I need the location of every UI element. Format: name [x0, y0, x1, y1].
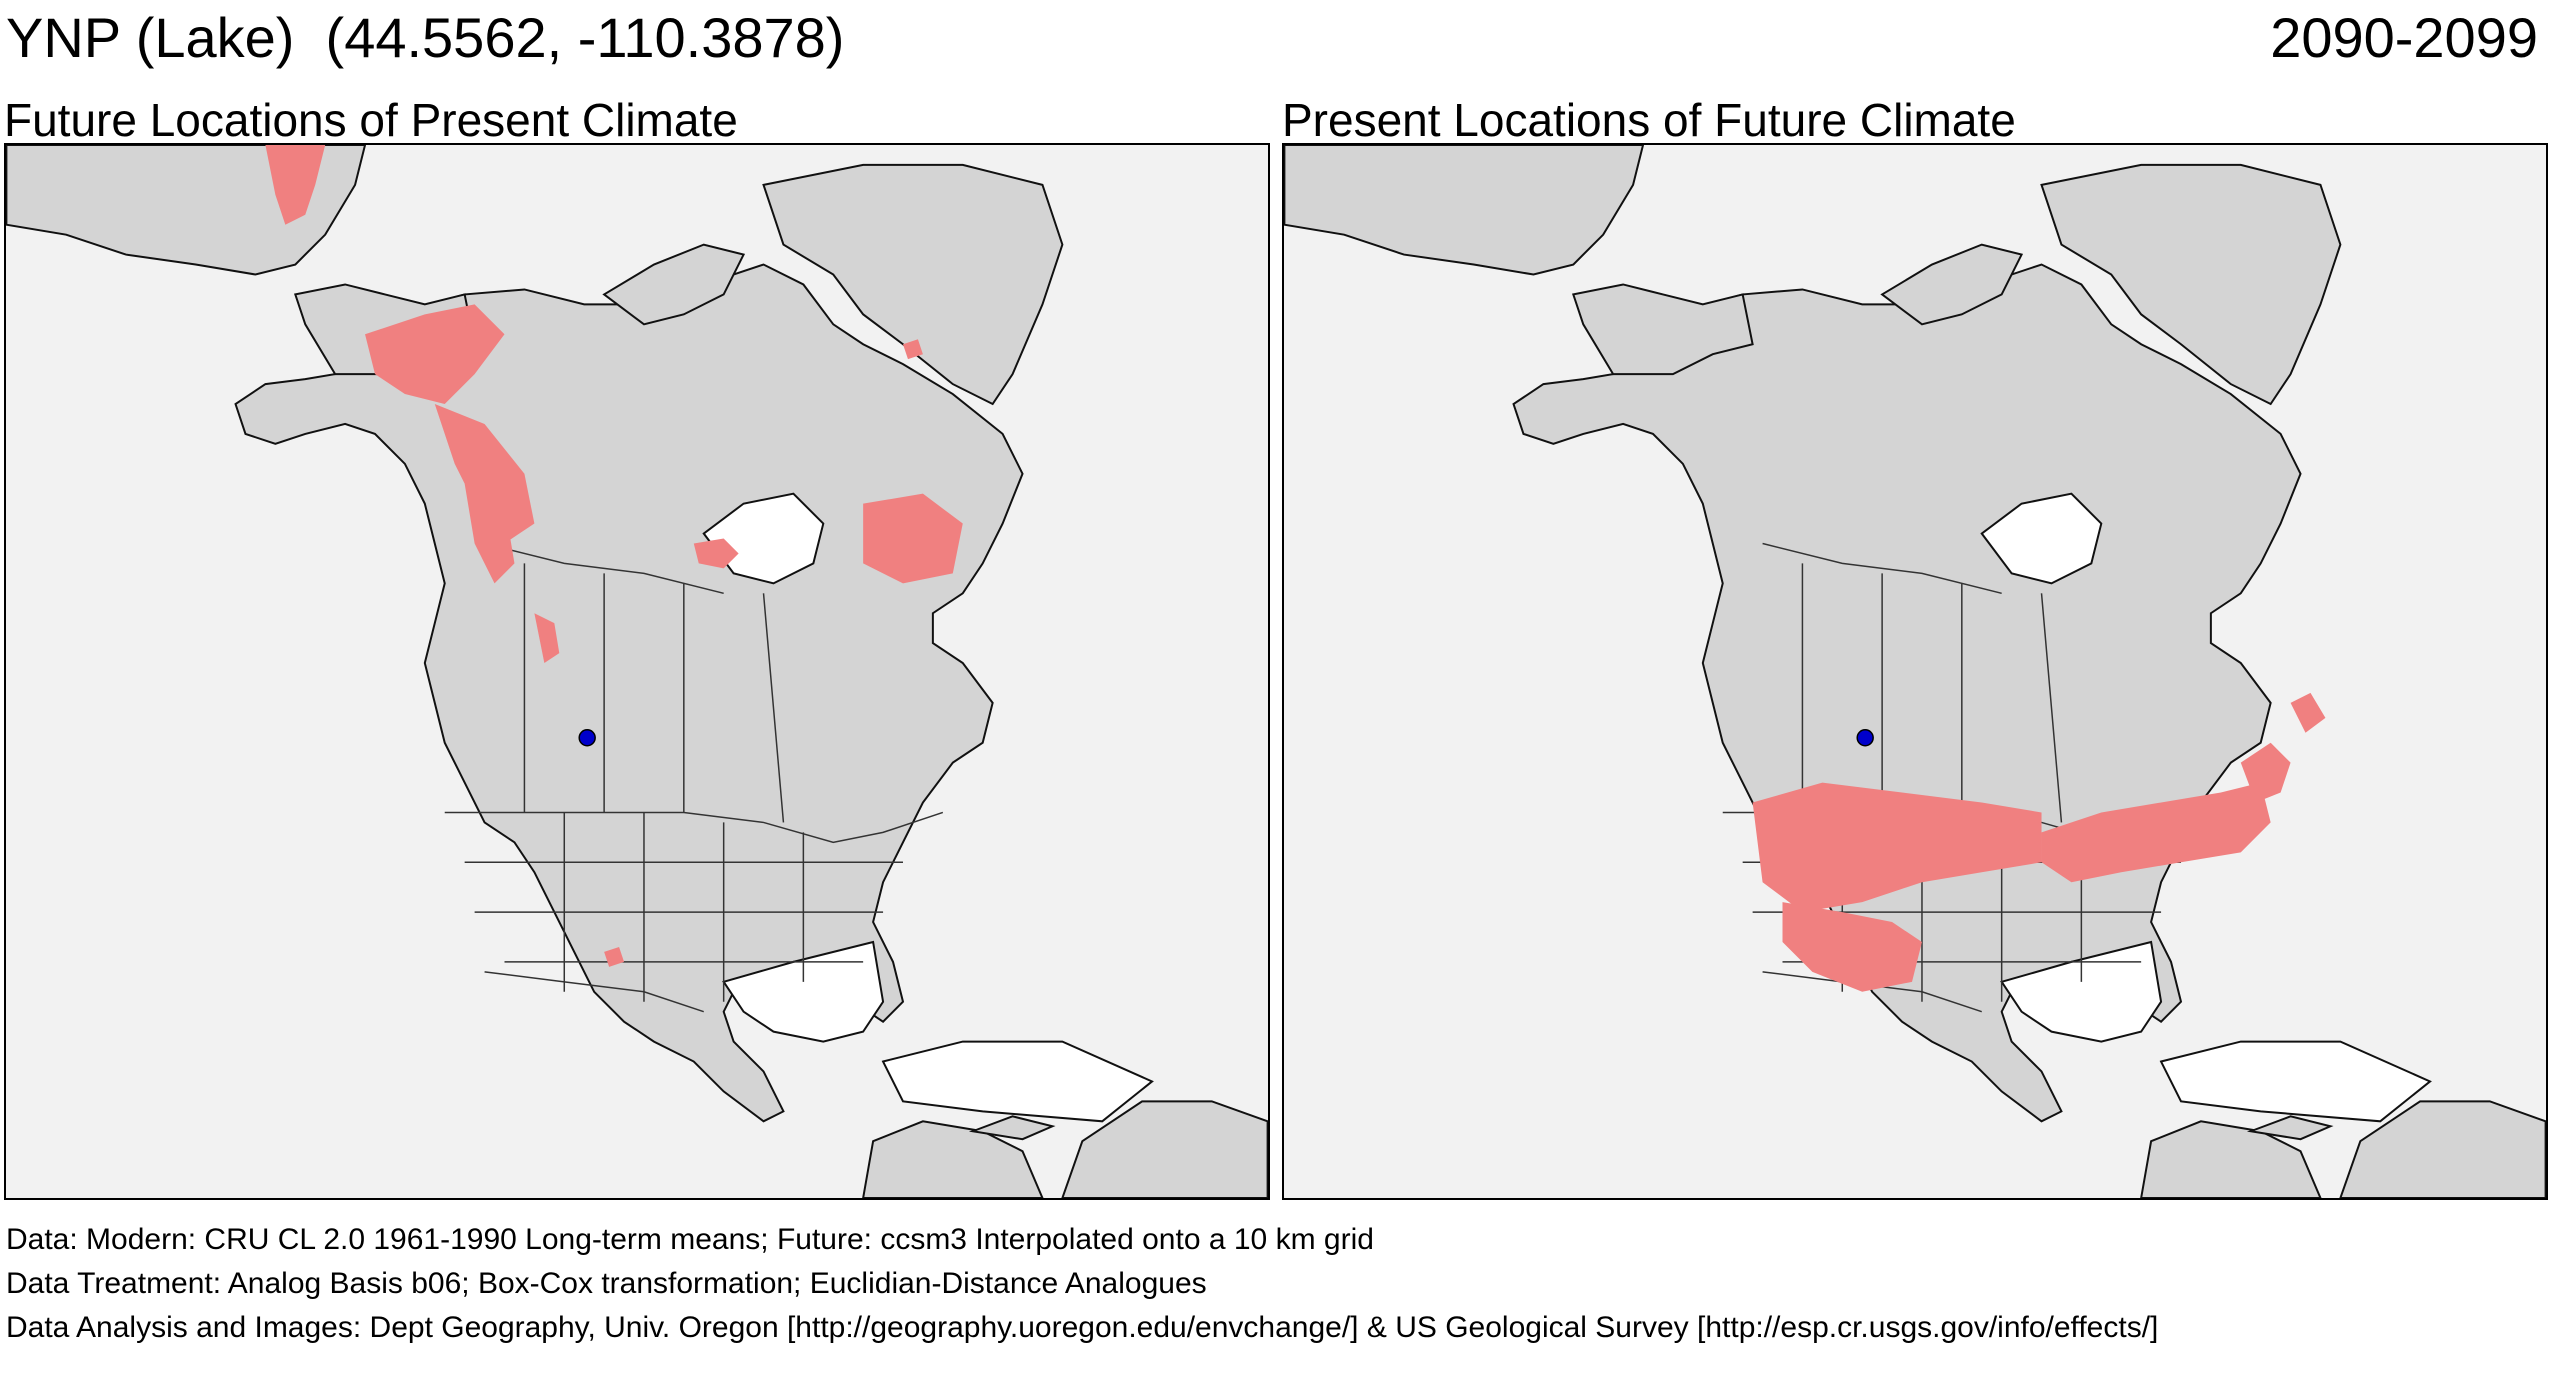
analog-area-labrador	[863, 493, 963, 584]
canada-provinces	[1762, 542, 2063, 823]
analog-area-great-lakes-ne	[2041, 782, 2271, 883]
landmass-greenland	[762, 163, 1064, 406]
hudson-bay	[1980, 492, 2103, 585]
north-america-map-left	[6, 145, 1268, 1198]
panel-title-left: Future Locations of Present Climate	[4, 94, 738, 146]
credit-treatment: Data Treatment: Analog Basis b06; Box-Co…	[6, 1267, 1207, 1300]
landmass-south-america	[2339, 1100, 2546, 1198]
site-title: YNP (Lake) (44.5562, -110.3878)	[6, 6, 845, 69]
analog-area-chukotka	[265, 145, 326, 225]
landmass-arctic-islands	[602, 243, 746, 326]
analog-area-alaska	[365, 304, 505, 405]
landmass-greenland	[2040, 163, 2342, 406]
canada-provinces	[484, 542, 785, 823]
site-marker-left	[578, 729, 596, 747]
landmass-cuba	[968, 1115, 1056, 1141]
landmass-chukotka	[1284, 145, 1645, 276]
analog-area-maritimes	[2240, 742, 2291, 803]
panel-title-right: Present Locations of Future Climate	[1282, 94, 2016, 146]
analog-area-newfoundland	[2290, 692, 2326, 733]
north-america-map-right	[1284, 145, 2546, 1198]
gulf-of-mexico	[722, 940, 885, 1043]
map-panel-right	[1282, 143, 2548, 1200]
landmass-alaska	[1571, 283, 1754, 376]
analog-area-northern-tier-us	[1752, 782, 2042, 913]
caribbean-sea	[881, 1040, 1154, 1123]
landmass-south-america	[1061, 1100, 1268, 1198]
landmass-arctic-islands	[1880, 243, 2024, 326]
credit-analysis: Data Analysis and Images: Dept Geography…	[6, 1311, 2159, 1344]
credits: Data: Modern: CRU CL 2.0 1961-1990 Long-…	[6, 1218, 2158, 1350]
us-canada-border	[444, 811, 944, 844]
landmass-central-america	[2140, 1120, 2322, 1198]
analog-area-alberta-rockies	[534, 613, 560, 664]
analog-area-greenland-east	[902, 339, 923, 360]
analog-area-yukon-bc	[434, 404, 535, 544]
period-label: 2090-2099	[2270, 6, 2538, 69]
analog-area-utah	[604, 946, 625, 967]
credit-data: Data: Modern: CRU CL 2.0 1961-1990 Long-…	[6, 1223, 1374, 1256]
landmass-central-america	[862, 1120, 1044, 1198]
landmass-cuba	[2246, 1115, 2334, 1141]
caribbean-sea	[2159, 1040, 2432, 1123]
us-states	[464, 812, 903, 1002]
map-panel-left	[4, 143, 1270, 1200]
analog-area-hudson-west	[693, 538, 739, 569]
us-mexico-border	[484, 971, 704, 1013]
hudson-bay	[702, 492, 825, 585]
analog-area-bc-coast	[464, 483, 515, 584]
gulf-of-mexico	[2000, 940, 2163, 1043]
site-marker-right	[1856, 729, 1874, 747]
analog-area-intermountain-west	[1782, 902, 1922, 992]
